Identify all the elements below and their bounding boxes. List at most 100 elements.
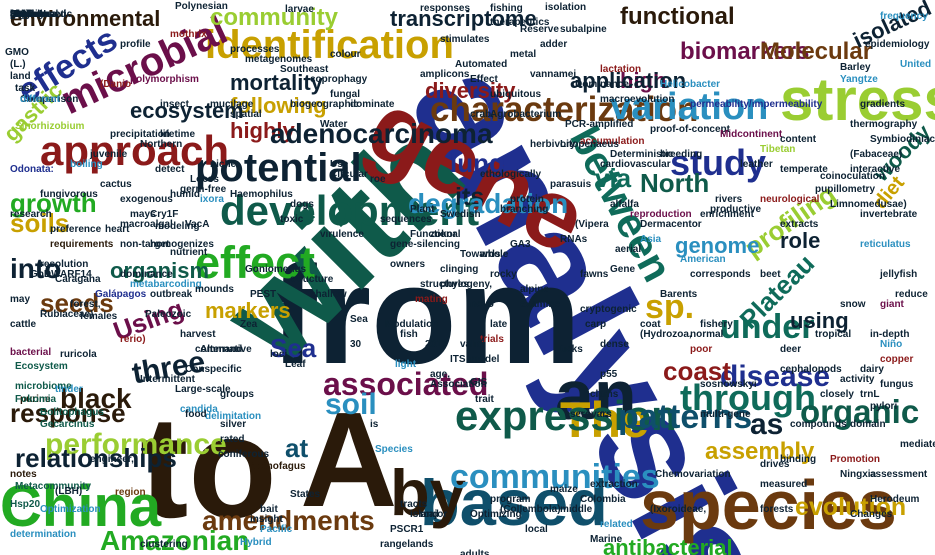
cloud-word: alfalfa (610, 199, 639, 210)
cloud-word: insect (160, 99, 189, 110)
cloud-word: fawns (580, 269, 609, 280)
cloud-word: 30 (350, 339, 362, 350)
cloud-word: an (555, 356, 637, 434)
cloud-word: role (780, 228, 821, 253)
cloud-word: (Beta (10, 9, 36, 20)
cloud-word: lifetime (160, 129, 196, 140)
cloud-word: dogs (290, 199, 314, 210)
cloud-word: therapeutics (490, 17, 550, 28)
cloud-word: cephalopods (780, 364, 842, 375)
cloud-word: profile (120, 39, 151, 50)
cloud-word: binding (780, 454, 817, 465)
cloud-word: normal (690, 329, 724, 340)
cloud-word: functional (620, 3, 735, 30)
cloud-word: GreenHea (10, 9, 58, 20)
cloud-word: Dominance (575, 79, 629, 90)
cloud-word: Comparison (20, 94, 79, 105)
cloud-word: Optimization (40, 504, 101, 515)
cloud-word: closely (820, 389, 854, 400)
cloud-word: late (490, 319, 508, 330)
cloud-word: reduce (895, 289, 928, 300)
cloud-word: mounds (195, 284, 234, 295)
cloud-word: Marine (590, 534, 623, 545)
cloud-word: snow (840, 299, 866, 310)
cloud-word: epidemiology (865, 39, 930, 50)
cloud-word: homogenizes (150, 239, 214, 250)
cloud-word: Haemophilus (230, 189, 293, 200)
cloud-word: nutrient (170, 247, 208, 258)
cloud-word: (LBH) (55, 486, 83, 497)
cloud-word: Litopenaeus (560, 139, 619, 150)
cloud-word: application (570, 68, 687, 93)
cloud-word: extraction (590, 479, 638, 490)
cloud-word: amplicons (420, 69, 470, 80)
cloud-word: adder (540, 39, 568, 50)
cloud-word: fungal (330, 89, 360, 100)
cloud-word: coprophagy (310, 74, 368, 85)
cloud-word: Zea (240, 319, 258, 330)
cloud-word: American (680, 254, 726, 265)
cloud-word: niche (210, 159, 237, 170)
cloud-word: potential (195, 146, 362, 190)
cloud-word: stimulates (440, 34, 490, 45)
cloud-word: p55 (600, 369, 618, 380)
cloud-word: breeding (660, 149, 703, 160)
cloud-word: Sea (270, 333, 317, 363)
cloud-word: through (680, 377, 816, 418)
cloud-word: Beta (10, 9, 32, 20)
cloud-word: vannamei (530, 69, 577, 80)
cloud-word: RNAs (560, 234, 588, 245)
cloud-word: examine (520, 299, 561, 310)
cloud-word: reproduction (630, 209, 692, 220)
cloud-word: enrichment (700, 209, 754, 220)
cloud-word: following (230, 93, 327, 118)
cloud-word: valid (460, 339, 483, 350)
cloud-word: Barents (660, 289, 698, 300)
cloud-word: herbivory (530, 139, 576, 150)
cloud-word: from (270, 236, 582, 393)
cloud-word: characterization (430, 90, 699, 129)
cloud-word: age, (430, 369, 451, 380)
cloud-word: program (490, 494, 531, 505)
cloud-word: Species (375, 444, 413, 455)
cloud-word: effect (195, 237, 316, 288)
cloud-word: soils (10, 208, 70, 238)
cloud-word: fertilizer (10, 9, 49, 20)
cloud-word: Molecular (760, 38, 873, 65)
cloud-word: activity (840, 374, 875, 385)
cloud-word: Sea (350, 314, 368, 325)
cloud-word: multi-gene (700, 409, 751, 420)
cloud-word: States (290, 489, 321, 500)
cloud-word: Southeast (280, 64, 329, 75)
cloud-word: dairy (860, 364, 884, 375)
cloud-word: PCR-amplified (565, 119, 634, 130)
cloud-word: pooled (10, 9, 43, 20)
cloud-word: virulence (320, 229, 364, 240)
cloud-word: roe (370, 174, 386, 185)
cloud-word: diversity (425, 78, 516, 103)
cloud-word: Promotion (830, 454, 880, 465)
cloud-word: Loess (190, 174, 219, 185)
cloud-word: protein (510, 194, 544, 205)
cloud-word: Fokomia (15, 394, 57, 405)
cloud-word: GIS (470, 377, 488, 388)
cloud-word: Automated (455, 59, 508, 70)
cloud-word: frequency (880, 11, 928, 22)
cloud-word: (Ixoroideae, (650, 504, 707, 515)
cloud-word: into (10, 253, 62, 284)
cloud-word: Asia (640, 234, 662, 245)
cloud-word: Changes (850, 509, 893, 520)
cloud-word: Tibetan (760, 144, 796, 155)
cloud-word: ubiquitous (490, 89, 542, 100)
cloud-word: resolution (40, 259, 89, 270)
cloud-word: fishing (490, 3, 523, 14)
cloud-word: PSCR1 (390, 524, 424, 535)
cloud-word: markers (205, 298, 291, 323)
cloud-word: transcriptome (390, 6, 537, 31)
cloud-word: structures (420, 279, 469, 290)
cloud-word: Hybrid (240, 537, 272, 548)
cloud-word: River: (10, 9, 39, 20)
cloud-word: pylori (870, 401, 898, 412)
cloud-word: Nothofagus (250, 461, 306, 472)
